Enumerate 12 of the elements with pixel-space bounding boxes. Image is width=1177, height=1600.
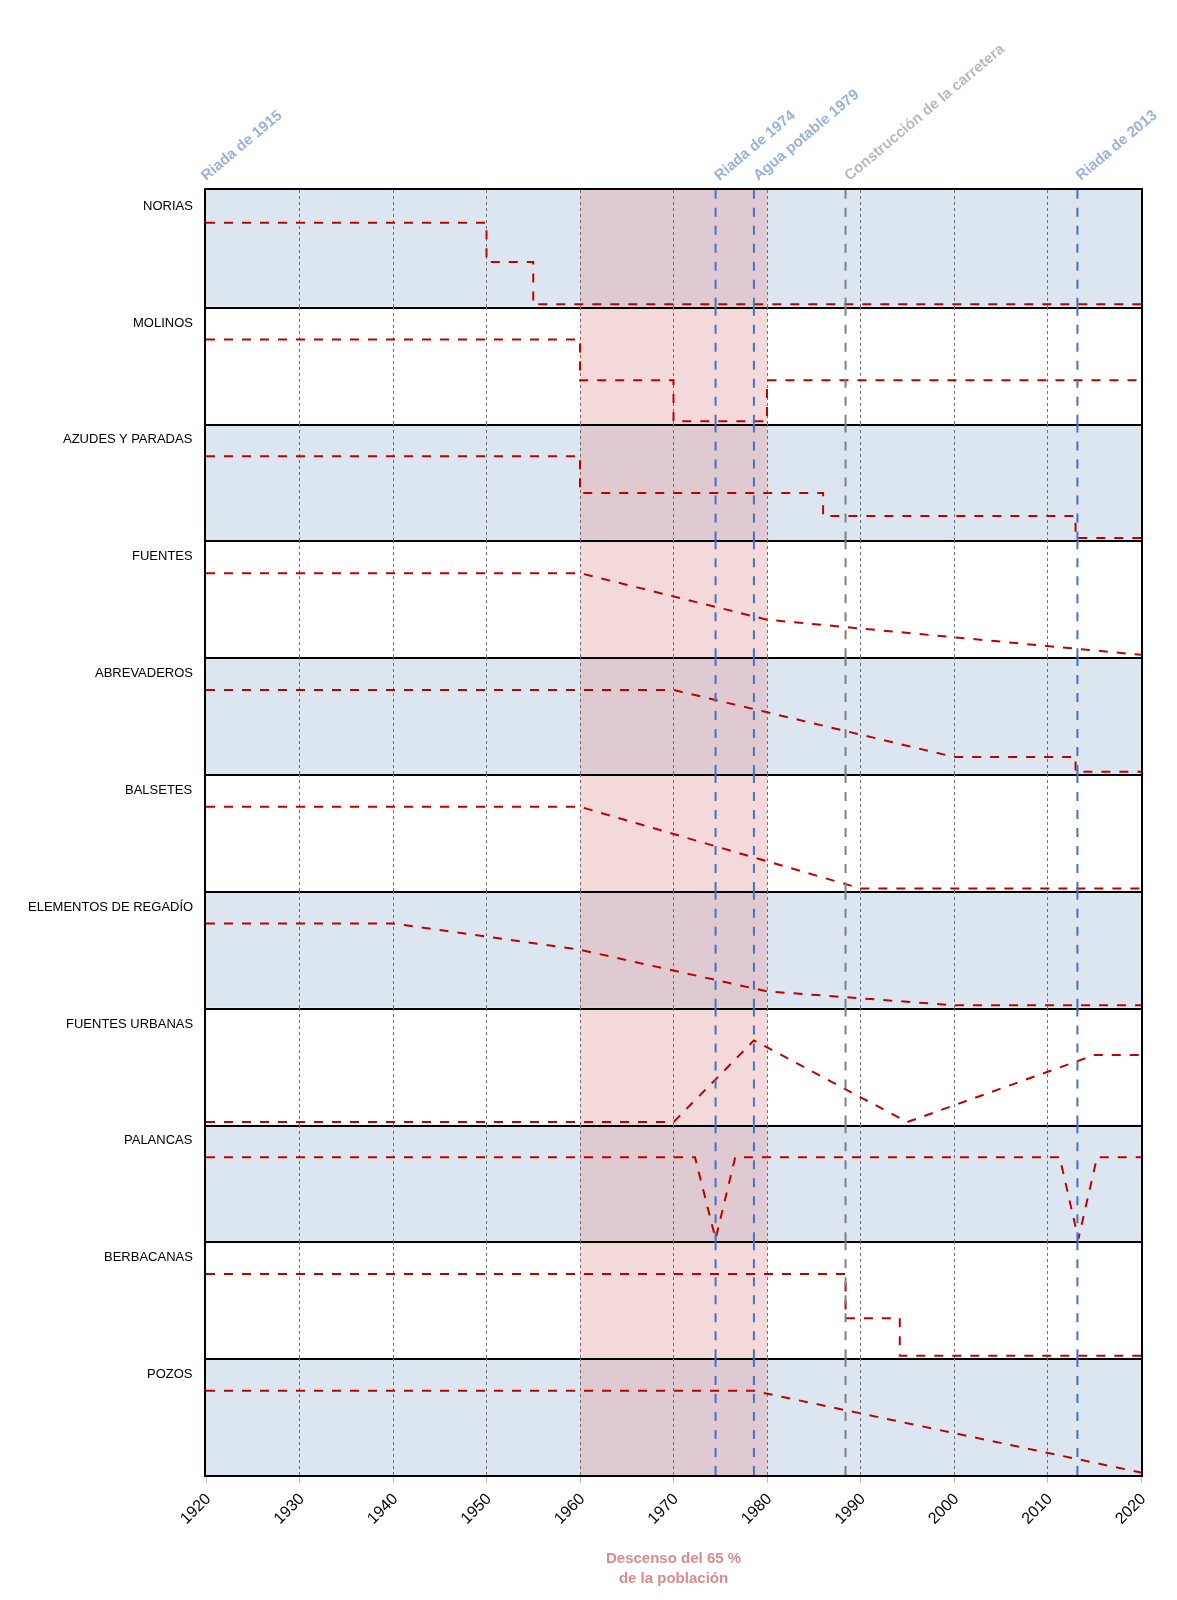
chart-title: ELEMENTOS DE REGADÍO	[28, 899, 194, 914]
chart-title: BALSETES	[125, 782, 193, 797]
chart-title: MOLINOS	[133, 315, 194, 330]
chart-title: FUENTES URBANAS	[66, 1016, 194, 1031]
chart-title: NORIAS	[143, 198, 194, 213]
chart-title: FUENTES	[132, 548, 193, 563]
chart-title: AZUDES Y PARADAS	[63, 431, 193, 446]
chart-title: ABREVADEROS	[95, 665, 194, 680]
band-label: Descenso del 65 % de la población	[606, 1549, 742, 1586]
chart-title: PALANCAS	[124, 1132, 193, 1147]
chart-title: POZOS	[147, 1366, 193, 1381]
chart-title: BERBACANAS	[104, 1249, 194, 1264]
